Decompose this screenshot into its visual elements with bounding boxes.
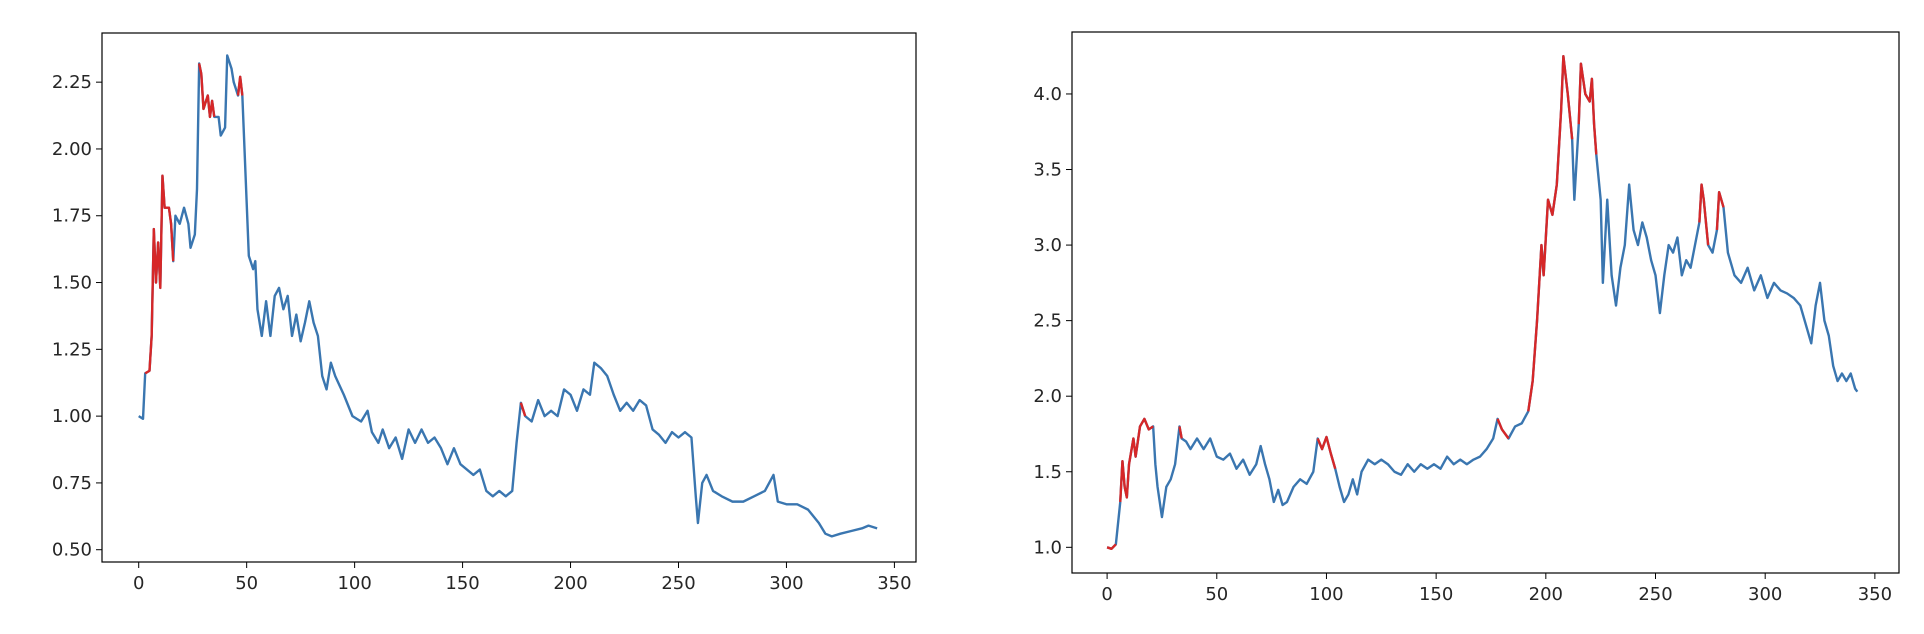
y-tick-label: 2.0 (1033, 386, 1062, 407)
x-tick-label: 200 (1529, 584, 1563, 605)
x-tick-label: 150 (445, 573, 479, 594)
y-tick-label: 3.0 (1033, 235, 1062, 256)
data-line (1106, 54, 1725, 551)
y-tick-label: 1.25 (52, 339, 92, 360)
y-tick-label: 0.75 (52, 473, 92, 494)
x-tick-label: 50 (235, 573, 258, 594)
y-tick-label: 2.00 (52, 139, 92, 160)
data-line (144, 63, 527, 417)
y-tick-label: 0.50 (52, 540, 92, 561)
x-tick-label: 100 (1309, 584, 1343, 605)
y-tick-label: 1.50 (52, 273, 92, 294)
x-tick-label: 0 (1101, 584, 1112, 605)
x-tick-label: 150 (1419, 584, 1453, 605)
x-tick-label: 50 (1205, 584, 1228, 605)
x-tick-label: 0 (133, 573, 144, 594)
y-tick-label: 2.25 (52, 72, 92, 93)
x-tick-label: 200 (553, 573, 587, 594)
y-tick-label: 4.0 (1033, 84, 1062, 105)
plot-frame (1071, 31, 1900, 574)
x-tick-label: 350 (877, 573, 911, 594)
plot-frame (101, 32, 917, 563)
x-tick-label: 300 (769, 573, 803, 594)
data-line (138, 54, 878, 538)
y-tick-label: 3.5 (1033, 160, 1062, 181)
y-tick-label: 1.0 (1033, 537, 1062, 558)
x-tick-label: 250 (1638, 584, 1672, 605)
x-tick-label: 350 (1858, 584, 1892, 605)
x-tick-label: 250 (661, 573, 695, 594)
data-line (1106, 54, 1859, 551)
y-tick-label: 1.75 (52, 206, 92, 227)
y-tick-label: 1.00 (52, 406, 92, 427)
y-tick-label: 2.5 (1033, 311, 1062, 332)
y-tick-label: 1.5 (1033, 462, 1062, 483)
x-tick-label: 100 (337, 573, 371, 594)
x-tick-label: 300 (1748, 584, 1782, 605)
